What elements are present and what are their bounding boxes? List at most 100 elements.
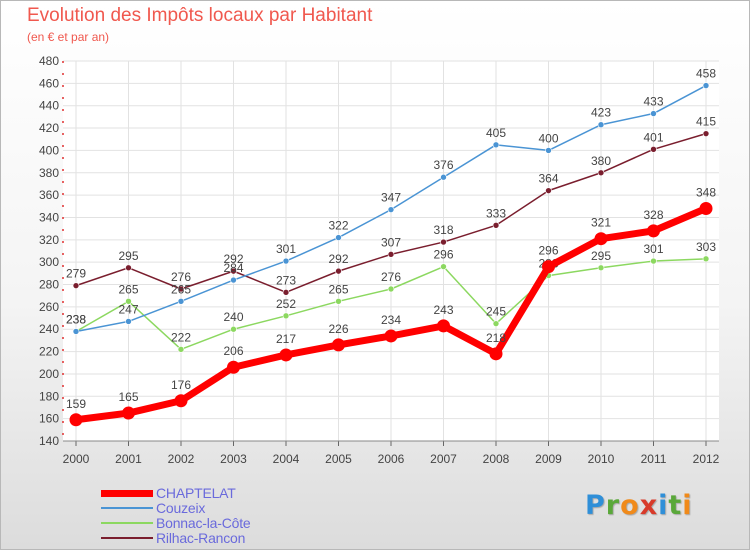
data-label: 265	[328, 282, 348, 296]
x-tick-label: 2004	[273, 452, 300, 466]
y-tick-label: 300	[39, 255, 59, 269]
legend-swatch	[101, 522, 153, 524]
data-point	[597, 169, 605, 177]
data-point	[387, 206, 395, 213]
y-tick-label: 220	[39, 345, 59, 359]
data-label: 347	[381, 191, 401, 205]
data-point	[72, 282, 80, 289]
data-label: 247	[118, 302, 138, 316]
data-label: 292	[328, 252, 348, 266]
y-tick-label: 340	[39, 210, 59, 224]
data-label: 238	[66, 312, 86, 326]
data-label: 328	[643, 208, 663, 222]
data-point	[492, 221, 500, 229]
legend-swatch	[101, 507, 153, 509]
data-label: 245	[486, 305, 506, 319]
x-tick-label: 2000	[63, 452, 90, 466]
chart-title: Evolution des Impôts locaux par Habitant	[27, 5, 373, 26]
data-point	[125, 318, 132, 325]
data-label: 265	[118, 282, 138, 296]
legend-swatch	[101, 489, 153, 497]
y-tick-label: 460	[39, 76, 59, 90]
data-point	[440, 173, 447, 181]
data-label: 165	[118, 390, 138, 404]
data-label: 276	[381, 270, 401, 284]
data-point	[492, 141, 500, 149]
data-point	[387, 251, 395, 258]
data-point	[440, 263, 447, 270]
logo-letter: r	[605, 490, 621, 521]
data-label: 217	[276, 332, 296, 346]
data-point	[332, 338, 345, 352]
data-point	[69, 413, 83, 427]
data-label: 376	[433, 158, 453, 172]
data-point	[594, 232, 608, 246]
data-label: 238	[66, 312, 86, 326]
data-point	[125, 297, 132, 305]
x-tick-label: 2011	[641, 452, 667, 466]
data-point	[545, 147, 552, 154]
data-label: 433	[643, 95, 663, 109]
data-label: 301	[276, 242, 296, 256]
data-label: 252	[276, 297, 296, 311]
data-label: 301	[643, 242, 663, 256]
data-label: 176	[171, 378, 191, 392]
legend-label: CHAPTELAT	[156, 485, 236, 501]
data-point	[72, 328, 80, 335]
data-point	[492, 320, 500, 327]
data-label: 303	[696, 240, 716, 254]
logo-letter: o	[620, 490, 640, 521]
y-tick-label: 140	[39, 434, 59, 448]
y-tick-label: 420	[39, 121, 59, 135]
data-point	[545, 187, 552, 194]
data-label: 276	[171, 270, 191, 284]
data-label: 322	[328, 219, 348, 233]
legend-label: Bonnac-la-Côte	[156, 515, 251, 531]
data-point	[230, 267, 237, 275]
data-label: 333	[486, 206, 506, 220]
y-tick-label: 200	[39, 367, 59, 381]
x-tick-label: 2012	[693, 452, 720, 466]
data-label: 348	[696, 186, 716, 200]
data-label: 423	[591, 106, 611, 120]
data-point	[702, 130, 710, 137]
data-point	[650, 257, 657, 265]
legend-label: Rilhac-Rancon	[156, 530, 246, 546]
data-point	[230, 276, 237, 284]
data-point	[384, 329, 398, 343]
legend-label: Couzeix	[156, 500, 206, 516]
data-label: 405	[486, 126, 506, 140]
data-point	[177, 297, 185, 305]
y-tick-label: 320	[39, 233, 59, 247]
x-tick-label: 2010	[588, 452, 615, 466]
x-tick-label: 2006	[378, 452, 405, 466]
data-label: 222	[171, 330, 191, 344]
data-point	[174, 394, 188, 408]
y-tick-label: 260	[39, 300, 59, 314]
data-label: 318	[433, 223, 453, 237]
y-tick-label: 160	[39, 412, 59, 426]
data-point	[335, 234, 342, 241]
y-tick-label: 360	[39, 188, 59, 202]
legend-item: Rilhac-Rancon	[101, 530, 245, 546]
legend-item: Bonnac-la-Côte	[101, 515, 251, 531]
data-point	[437, 319, 450, 333]
logo-letter: t	[668, 490, 683, 521]
data-label: 295	[591, 249, 611, 263]
data-point	[279, 348, 293, 362]
data-label: 380	[591, 154, 611, 168]
data-label: 273	[276, 273, 296, 287]
data-label: 296	[538, 244, 558, 258]
data-point	[542, 260, 555, 274]
data-label: 234	[381, 313, 401, 327]
data-point	[699, 202, 713, 216]
data-label: 240	[223, 310, 243, 324]
data-label: 296	[433, 248, 453, 262]
data-label: 279	[66, 267, 86, 281]
data-label: 292	[223, 252, 243, 266]
data-label: 364	[538, 172, 558, 186]
data-point	[440, 238, 447, 246]
data-point	[125, 264, 132, 272]
data-label: 284	[223, 261, 243, 275]
data-label: 265	[171, 282, 191, 296]
